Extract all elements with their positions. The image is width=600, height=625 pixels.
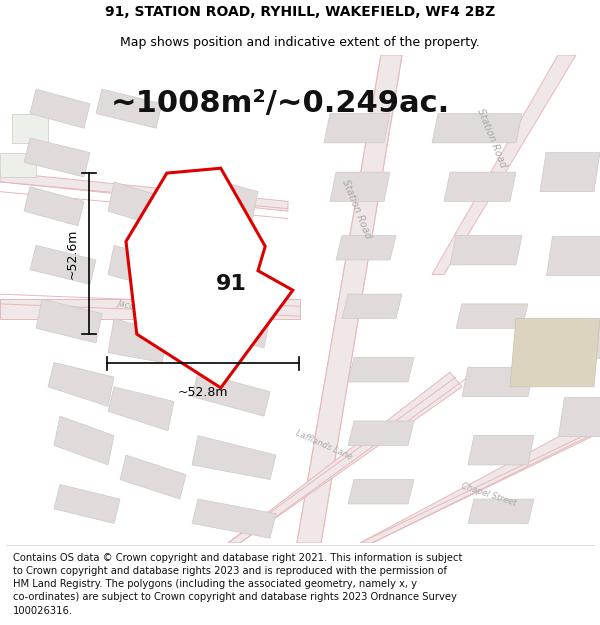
Text: Chapel Street: Chapel Street — [460, 481, 518, 508]
Polygon shape — [444, 172, 516, 201]
Text: Jacobs Well Court: Jacobs Well Court — [116, 298, 190, 324]
Polygon shape — [48, 362, 114, 406]
Text: ~52.6m: ~52.6m — [65, 228, 79, 279]
Polygon shape — [468, 499, 534, 524]
Polygon shape — [120, 455, 186, 499]
Polygon shape — [108, 387, 174, 431]
Polygon shape — [348, 421, 414, 446]
Polygon shape — [108, 319, 168, 362]
Polygon shape — [432, 55, 576, 274]
Text: Station Road: Station Road — [476, 107, 508, 169]
Polygon shape — [24, 138, 90, 177]
Polygon shape — [192, 436, 276, 479]
Polygon shape — [462, 368, 534, 397]
Polygon shape — [180, 241, 258, 289]
Polygon shape — [180, 172, 258, 221]
Polygon shape — [342, 294, 402, 319]
Polygon shape — [228, 372, 462, 543]
Polygon shape — [0, 299, 300, 319]
Polygon shape — [348, 479, 414, 504]
Polygon shape — [54, 484, 120, 524]
Polygon shape — [324, 114, 390, 143]
Text: 91, STATION ROAD, RYHILL, WAKEFIELD, WF4 2BZ: 91, STATION ROAD, RYHILL, WAKEFIELD, WF4… — [105, 5, 495, 19]
Polygon shape — [12, 114, 48, 143]
Polygon shape — [0, 152, 36, 177]
Text: Lafflands Lane: Lafflands Lane — [295, 429, 353, 462]
Polygon shape — [540, 152, 600, 192]
Polygon shape — [192, 372, 270, 416]
Text: Map shows position and indicative extent of the property.: Map shows position and indicative extent… — [120, 36, 480, 49]
Polygon shape — [546, 236, 600, 274]
Polygon shape — [297, 55, 402, 543]
Polygon shape — [24, 187, 84, 226]
Polygon shape — [108, 246, 168, 289]
Polygon shape — [432, 114, 522, 143]
Polygon shape — [30, 246, 96, 284]
Polygon shape — [468, 436, 534, 465]
Polygon shape — [96, 89, 162, 128]
Polygon shape — [552, 319, 600, 357]
Text: Station Road: Station Road — [341, 177, 373, 240]
Polygon shape — [108, 182, 162, 226]
Text: 91: 91 — [215, 274, 247, 294]
Polygon shape — [54, 416, 114, 465]
Polygon shape — [0, 172, 288, 211]
Polygon shape — [126, 168, 293, 388]
Polygon shape — [510, 319, 600, 387]
Polygon shape — [360, 421, 594, 543]
Text: ~1008m²/~0.249ac.: ~1008m²/~0.249ac. — [111, 89, 450, 118]
Polygon shape — [180, 299, 270, 348]
Polygon shape — [348, 357, 414, 382]
Polygon shape — [192, 499, 276, 538]
Polygon shape — [456, 304, 528, 328]
Polygon shape — [558, 397, 600, 436]
Text: Contains OS data © Crown copyright and database right 2021. This information is : Contains OS data © Crown copyright and d… — [13, 553, 463, 616]
Polygon shape — [36, 299, 102, 343]
Polygon shape — [330, 172, 390, 201]
Polygon shape — [450, 236, 522, 265]
Polygon shape — [30, 89, 90, 128]
Text: ~52.8m: ~52.8m — [178, 386, 228, 399]
Polygon shape — [336, 236, 396, 260]
